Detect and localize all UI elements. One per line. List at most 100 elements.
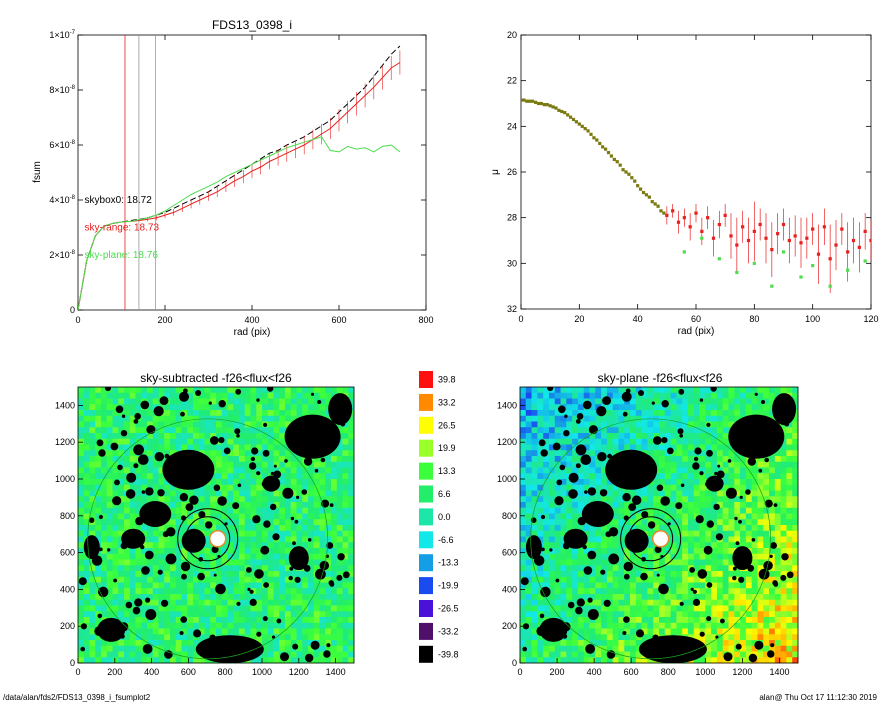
sky-plane-pixel [624,519,631,526]
sky-plane-pixel [734,634,741,641]
sky-plane-pixel [774,548,782,555]
sky-subtracted-x-tick-label: 800 [218,667,233,677]
sky-plane-pixel [745,530,753,537]
sky-plane-pixel [716,582,724,589]
sky-subtracted-masked-source [189,495,199,505]
sky-subtracted-pixel [239,559,246,566]
sky-plane-pixel [693,628,700,635]
sky-subtracted-pixel [129,645,136,652]
mu-point-olive [662,211,666,215]
sky-plane-pixel [647,421,654,428]
sky-subtracted-masked-source [133,444,145,456]
sky-plane-pixel [548,542,556,549]
sky-plane-pixel [543,484,550,491]
sky-subtracted-pixel [313,628,320,635]
sky-subtracted-pixel [319,611,326,618]
sky-plane-pixel [531,628,538,635]
sky-plane-pixel [716,617,724,624]
sky-plane-pixel [716,553,724,560]
sky-plane-pixel [780,611,787,618]
sky-plane-pixel [757,456,764,463]
sky-subtracted-masked-region [162,449,215,490]
sky-subtracted-masked-source [276,618,282,624]
sky-plane-pixel [728,599,735,606]
sky-plane-pixel [548,645,556,652]
sky-plane-pixel [525,438,532,445]
colorbar-swatch [419,393,433,411]
sky-plane-pixel [537,507,544,514]
sky-subtracted-pixel [198,594,205,601]
sky-plane-pixel [745,387,753,394]
sky-subtracted-pixel [158,415,165,422]
sky-subtracted-pixel [112,398,119,405]
sky-subtracted-pixel [216,433,223,440]
mu-point-red [776,232,780,236]
sky-plane-pixel [543,421,550,428]
sky-plane-pixel [699,444,706,451]
sky-plane-pixel [577,404,585,411]
sky-subtracted-pixel [152,576,159,583]
sky-subtracted-pixel [112,392,119,399]
mu-point-olive [650,200,654,204]
sky-plane-pixel [601,433,608,440]
sky-plane-pixel [786,479,793,486]
sky-plane-pixel [618,571,625,578]
sky-subtracted-pixel [319,645,326,652]
sky-plane-pixel [682,392,689,399]
sky-subtracted-pixel [106,392,113,399]
sky-subtracted-pixel [290,479,297,486]
sky-plane-pixel [792,605,799,612]
sky-plane-pixel [693,582,700,589]
sky-plane-pixel [751,559,758,566]
sky-subtracted-pixel [244,594,251,601]
sky-subtracted-pixel [141,444,148,451]
sky-plane-pixel [676,415,683,422]
sky-plane-pixel [670,548,677,555]
sky-plane-pixel [630,525,637,532]
sky-plane-pixel [722,410,729,417]
sky-subtracted-pixel [256,553,263,560]
sky-plane-pixel [589,392,596,399]
sky-subtracted-pixel [78,513,85,520]
sky-subtracted-pixel [308,530,315,537]
sky-plane-pixel [734,617,741,624]
sky-subtracted-pixel [78,588,85,595]
sky-subtracted-pixel [118,433,125,440]
sky-subtracted-pixel [187,410,194,417]
sky-plane-pixel [670,473,677,480]
mu-point-olive [542,103,546,107]
sky-plane-pixel [670,484,677,491]
sky-subtracted-pixel [273,410,280,417]
mu-point-green [770,284,774,288]
sky-subtracted-pixel [78,410,85,417]
sky-plane-pixel [659,559,666,566]
sky-subtracted-pixel [319,473,326,480]
sky-plane-pixel [716,398,724,405]
sky-plane-pixel [682,536,689,543]
sky-subtracted-pixel [262,387,269,394]
sky-plane-pixel [734,502,741,509]
sky-plane-pixel [595,525,602,532]
sky-subtracted-pixel [267,438,274,445]
colorbar-label: 26.5 [438,420,456,430]
sky-subtracted-pixel [273,415,280,422]
sky-plane-pixel [792,622,799,629]
sky-subtracted-masked-source [256,398,260,402]
sky-plane-pixel [682,479,689,486]
sky-subtracted-pixel [101,530,108,537]
sky-plane-pixel [757,398,764,405]
sky-subtracted-pixel [175,490,182,497]
sky-plane-pixel [722,582,729,589]
sky-plane-pixel [577,553,585,560]
sky-subtracted-pixel [129,617,136,624]
sky-plane-pixel [716,588,724,595]
sky-subtracted-pixel [118,605,125,612]
sky-subtracted-pixel [135,617,142,624]
sky-subtracted-pixel [239,398,246,405]
sky-plane-pixel [664,404,671,411]
sky-subtracted-pixel [129,657,136,664]
sky-plane-pixel [612,484,619,491]
sky-plane-pixel [769,599,776,606]
sky-plane-pixel [647,536,654,543]
mu-point-green [846,268,850,272]
